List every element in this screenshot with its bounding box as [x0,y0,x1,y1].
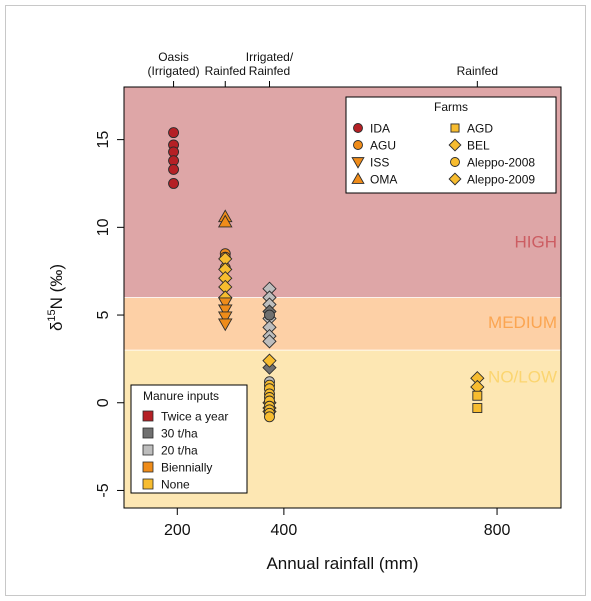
zone-label: MEDIUM [488,313,557,332]
manure-legend-swatch [142,444,154,456]
x-tick-label: 800 [484,522,511,539]
data-point [472,403,483,413]
farms-legend-marker [448,138,462,152]
manure-legend-swatch [142,478,154,490]
top-axis-label: Oasis [158,50,189,64]
farms-legend-marker [353,123,363,133]
top-axis-label: Rainfed [205,64,246,78]
y-axis-label-suffix: N (‰) [47,264,66,309]
manure-legend-label: 20 t/ha [161,444,198,458]
points-layer [168,127,485,423]
farms-legend-label: Aleppo-2008 [467,156,535,170]
farms-legend-marker [351,157,365,169]
data-point [168,178,180,189]
farms-legend-marker [353,140,363,150]
y-axis-label: δ15N (‰) [46,264,66,331]
farms-legend-marker [450,157,460,167]
top-axis-label: Irrigated/ [246,50,294,64]
y-tick-label: -5 [95,483,112,497]
top-labels-layer: Oasis(Irrigated) RainfedIrrigated/Rainfed… [148,50,498,78]
farms-legend-label: AGD [467,122,493,136]
farms-legend-marker [448,172,462,186]
farms-legend-label: ISS [370,156,389,170]
x-tick-label: 200 [164,522,191,539]
manure-legend-swatch [142,461,154,473]
manure-legend-swatch [142,427,154,439]
farms-legend-label: BEL [467,139,490,153]
farms-legend-marker [450,123,460,133]
y-tick-label: 10 [95,218,112,236]
x-axis-label: Annual rainfall (mm) [266,554,418,573]
y-tick-label: 15 [95,131,112,149]
data-point [262,334,277,349]
zone-labels-layer: HIGH MEDIUM NO/LOW [488,232,557,386]
manure-legend-title: Manure inputs [143,389,219,403]
data-point [217,304,233,318]
y-axis-label-prefix: δ [47,322,66,331]
y-axis-label-sup: 15 [46,309,58,321]
data-point [217,318,233,332]
farms-legend-marker [351,172,365,184]
data-point [168,163,180,175]
data-point [264,411,275,423]
data-point [262,353,277,368]
y-tick-label: 0 [95,398,112,407]
y-tick-label: 5 [95,310,112,319]
manure-legend-box [130,384,248,494]
zone-band-medium [124,297,561,351]
farms-legend-label: IDA [370,122,390,136]
manure-legend-label: None [161,478,190,492]
manure-legend-swatch [142,410,154,422]
x-tick-label: 400 [271,522,298,539]
plot-border [123,86,562,509]
data-point [217,311,233,325]
farms-legend: Farms IDA AGU ISS OMA AGD BEL Aleppo-2008 Aleppo… [345,96,557,194]
data-point [217,297,233,311]
zone-label: NO/LOW [488,367,557,386]
zone-label: HIGH [515,232,558,251]
top-axis-label: Rainfed [457,64,498,78]
farms-legend-label: AGU [370,139,396,153]
data-point [168,127,180,139]
manure-legend-label: Twice a year [161,410,228,424]
manure-legend: Manure inputs Twice a year 30 t/ha 20 t/ha B… [130,384,248,494]
manure-legend-label: 30 t/ha [161,427,198,441]
farms-legend-label: OMA [370,173,397,187]
top-axis-label: Rainfed [249,64,290,78]
top-axis-label: (Irrigated) [148,64,200,78]
data-point [264,309,275,321]
data-point [217,214,233,228]
data-point [472,390,483,401]
farms-legend-title: Farms [434,100,468,114]
farms-legend-label: Aleppo-2009 [467,173,535,187]
manure-legend-label: Biennially [161,461,212,475]
